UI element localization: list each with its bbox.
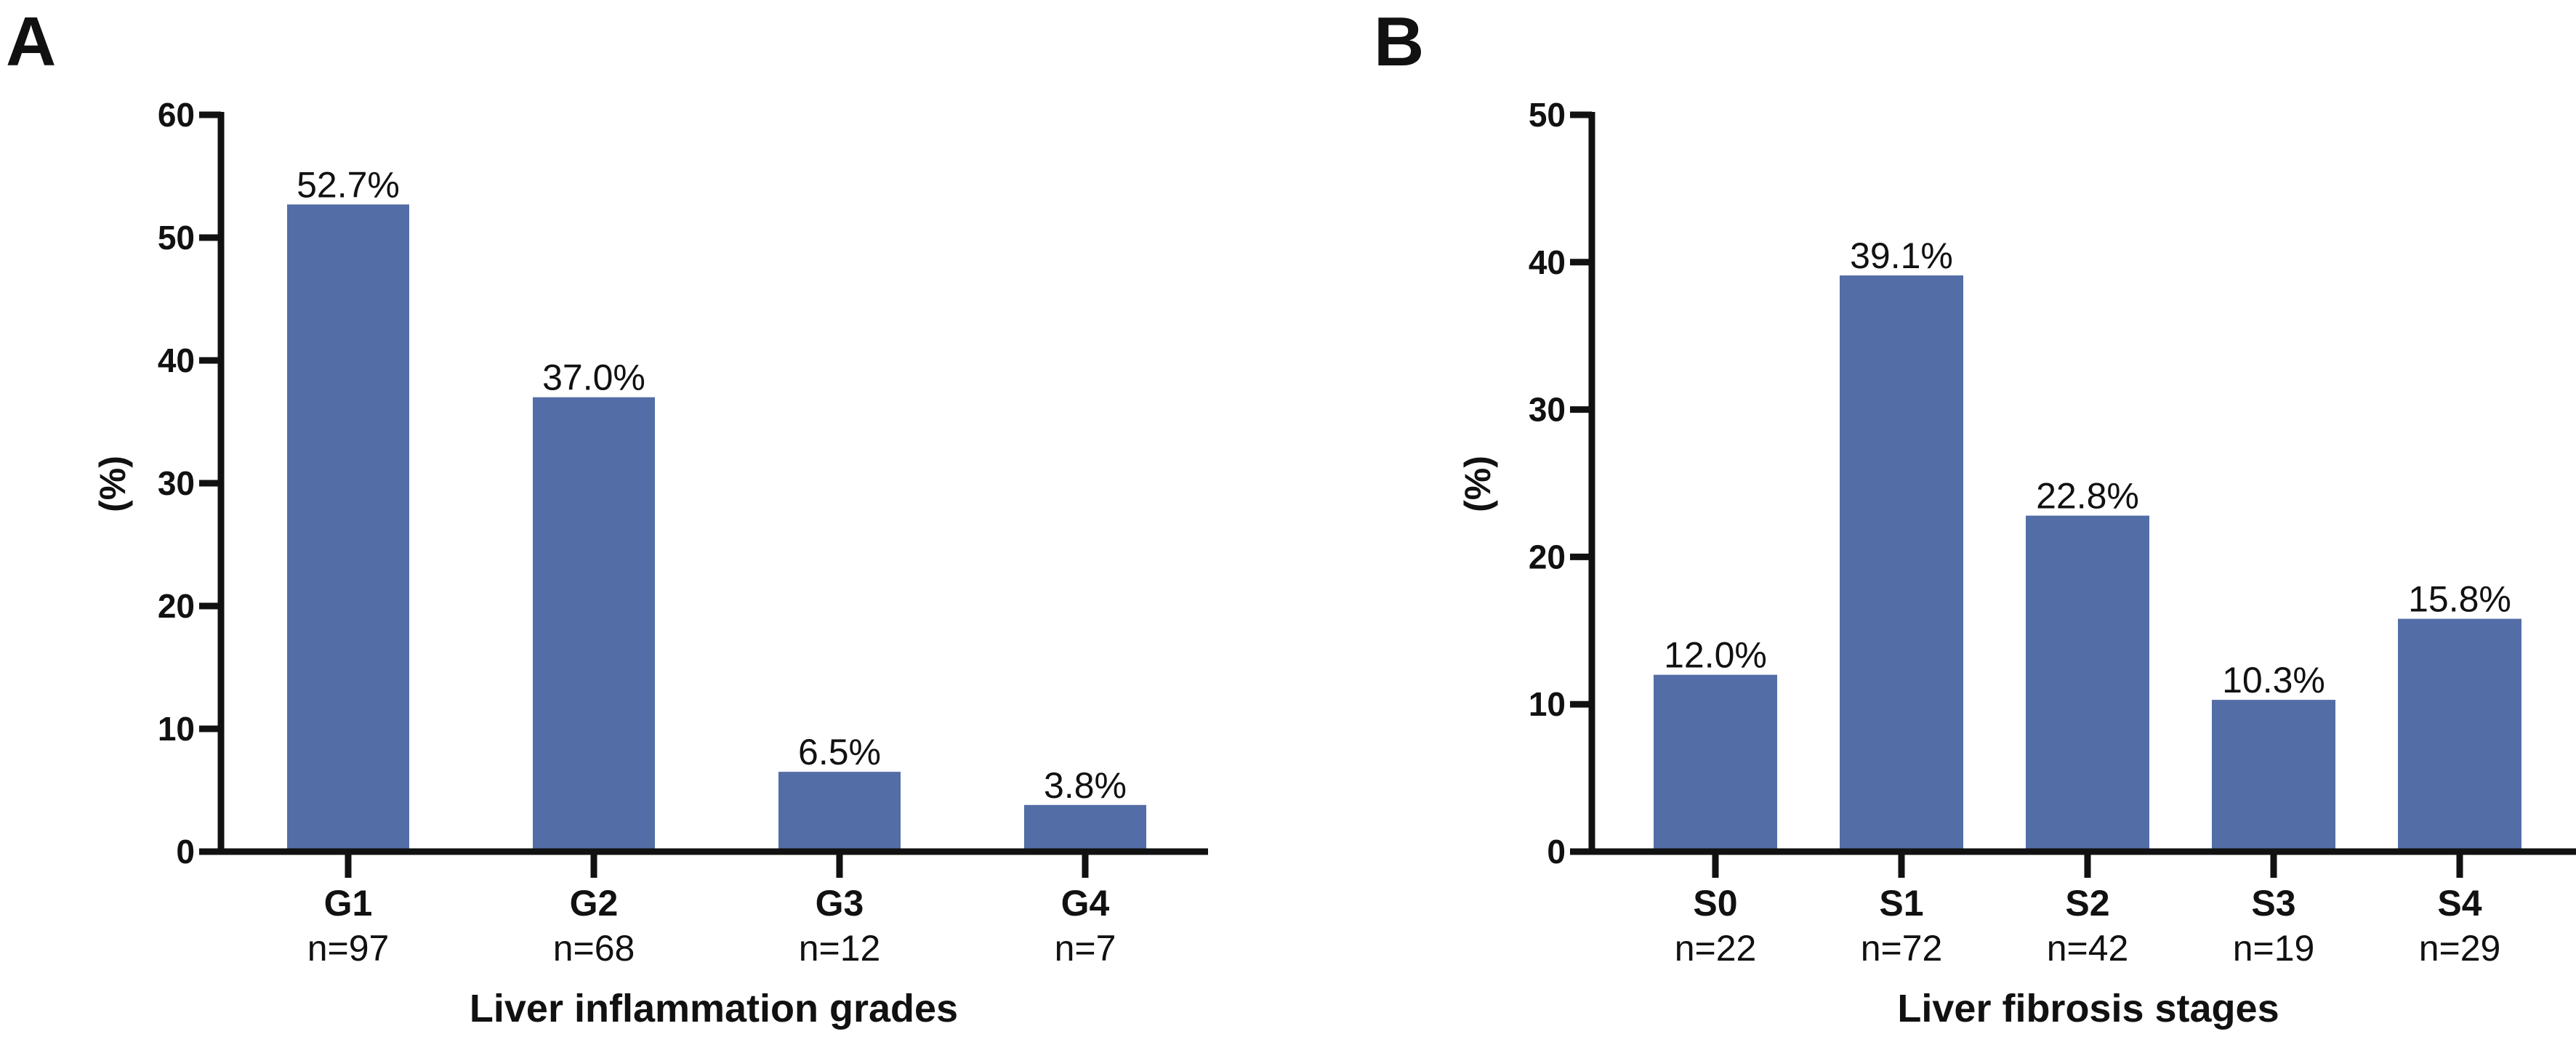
y-tick-label: 40 (158, 342, 195, 379)
sample-size-label: n=29 (2419, 928, 2501, 969)
y-axis-label: (%) (92, 456, 133, 512)
y-tick-label: 30 (1529, 391, 1566, 429)
panel-label-a: A (6, 3, 56, 81)
bar-g2 (533, 397, 655, 852)
x-axis-label: Liver inflammation grades (470, 987, 958, 1030)
x-tick-label: S1 (1879, 883, 1923, 924)
panel-b-fibrosis-chart: B Liver fibrosis stages (%) 12.0% S0n=22 3… (1374, 3, 2576, 1030)
bar-g4 (1024, 804, 1146, 852)
x-tick-label: S3 (2251, 883, 2295, 924)
panel-label-b: B (1374, 3, 1424, 81)
x-tick-label: G3 (816, 883, 864, 924)
sample-size-label: n=72 (1861, 928, 1943, 969)
panel-a-inflammation-chart: A Liver inflammation grades (%) 52.7%G1n… (6, 3, 1208, 1030)
bar-s0 (1654, 674, 1777, 852)
sample-size-label: n=68 (553, 928, 635, 969)
x-tick-label: S4 (2437, 883, 2482, 924)
x-tick-label: G4 (1061, 883, 1110, 924)
y-axis-label: (%) (1457, 456, 1498, 512)
sample-size-label: n=19 (2233, 928, 2315, 969)
y-tick-label: 30 (158, 464, 195, 502)
y-tick-label: 50 (158, 219, 195, 257)
y-tick-label: 0 (176, 833, 195, 871)
y-tick-label: 50 (1529, 96, 1566, 134)
data-label: 37.0% (542, 358, 645, 398)
data-label: 52.7% (297, 164, 400, 205)
bar-s3 (2212, 700, 2335, 852)
sample-size-label: n=22 (1675, 928, 1757, 969)
x-axis-label: Liver fibrosis stages (1897, 987, 2279, 1030)
x-tick-label: S0 (1693, 883, 1737, 924)
y-tick-label: 0 (1547, 833, 1566, 871)
bar-s1 (1840, 275, 1963, 852)
data-label: 39.1% (1850, 235, 1953, 276)
x-tick-label: G2 (570, 883, 619, 924)
data-label: 15.8% (2408, 579, 2511, 620)
y-tick-label: 20 (158, 587, 195, 625)
data-label: 10.3% (2222, 660, 2325, 700)
y-tick-label: 10 (158, 710, 195, 748)
bar-s4 (2398, 618, 2521, 852)
y-tick-label: 60 (158, 96, 195, 134)
x-tick-label: G1 (324, 883, 373, 924)
data-label: 22.8% (2036, 476, 2139, 517)
sample-size-label: n=42 (2047, 928, 2129, 969)
bar-g3 (778, 772, 901, 852)
data-label: 3.8% (1044, 765, 1127, 806)
y-tick-label: 40 (1529, 243, 1566, 281)
data-label: 6.5% (798, 732, 881, 772)
bar-g1 (287, 204, 409, 852)
bar-s2 (2026, 515, 2149, 852)
x-tick-label: S2 (2065, 883, 2109, 924)
y-tick-label: 20 (1529, 538, 1566, 575)
data-label: 12.0% (1664, 635, 1767, 676)
sample-size-label: n=7 (1055, 928, 1116, 969)
sample-size-label: n=12 (799, 928, 881, 969)
y-tick-label: 10 (1529, 685, 1566, 723)
sample-size-label: n=97 (307, 928, 390, 969)
